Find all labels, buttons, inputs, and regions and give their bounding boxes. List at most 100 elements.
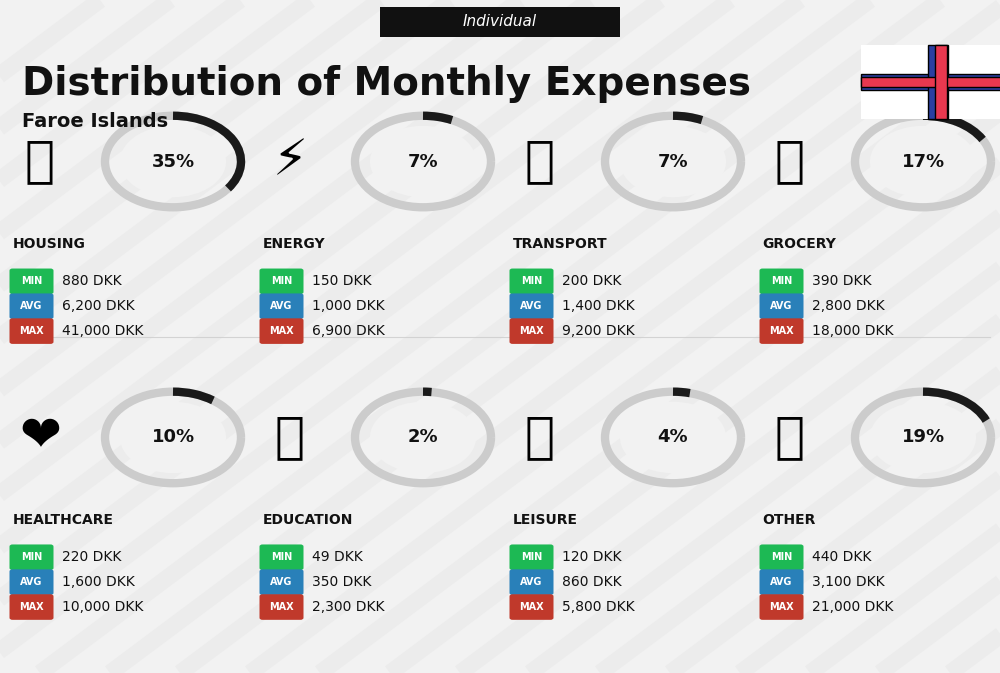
Text: 1,400 DKK: 1,400 DKK <box>562 299 635 313</box>
FancyBboxPatch shape <box>260 318 304 344</box>
Text: TRANSPORT: TRANSPORT <box>512 238 607 251</box>
Text: 440 DKK: 440 DKK <box>812 551 872 564</box>
FancyBboxPatch shape <box>509 569 554 595</box>
Text: 5,800 DKK: 5,800 DKK <box>562 600 635 614</box>
Text: 200 DKK: 200 DKK <box>562 275 622 288</box>
Text: AVG: AVG <box>770 302 793 311</box>
Text: MAX: MAX <box>269 326 294 336</box>
Text: HEALTHCARE: HEALTHCARE <box>12 513 114 527</box>
Circle shape <box>120 402 226 473</box>
Text: 10,000 DKK: 10,000 DKK <box>62 600 144 614</box>
Text: MAX: MAX <box>769 326 794 336</box>
FancyBboxPatch shape <box>9 269 53 294</box>
FancyBboxPatch shape <box>861 74 1000 90</box>
Text: MAX: MAX <box>519 602 544 612</box>
Text: 2%: 2% <box>408 429 438 446</box>
FancyBboxPatch shape <box>509 269 554 294</box>
Text: 2,300 DKK: 2,300 DKK <box>312 600 385 614</box>
FancyBboxPatch shape <box>9 594 53 620</box>
Text: 9,200 DKK: 9,200 DKK <box>562 324 635 338</box>
Circle shape <box>870 402 976 473</box>
Text: OTHER: OTHER <box>763 513 816 527</box>
Text: AVG: AVG <box>520 577 543 587</box>
Circle shape <box>370 126 476 197</box>
FancyBboxPatch shape <box>861 77 1000 87</box>
FancyBboxPatch shape <box>509 544 554 570</box>
Text: 🏘: 🏘 <box>25 137 55 186</box>
Text: 21,000 DKK: 21,000 DKK <box>812 600 894 614</box>
Text: MAX: MAX <box>269 602 294 612</box>
Text: MIN: MIN <box>21 277 42 286</box>
Text: GROCERY: GROCERY <box>763 238 836 251</box>
FancyBboxPatch shape <box>260 293 304 319</box>
Text: MIN: MIN <box>771 277 792 286</box>
Text: 7%: 7% <box>658 153 688 170</box>
FancyBboxPatch shape <box>509 293 554 319</box>
Text: AVG: AVG <box>20 577 43 587</box>
Text: ENERGY: ENERGY <box>262 238 325 251</box>
Text: 1,600 DKK: 1,600 DKK <box>62 575 135 589</box>
Text: EDUCATION: EDUCATION <box>262 513 353 527</box>
Text: AVG: AVG <box>270 577 293 587</box>
Circle shape <box>870 126 976 197</box>
Text: 350 DKK: 350 DKK <box>312 575 372 589</box>
Text: Faroe Islands: Faroe Islands <box>22 112 168 131</box>
FancyBboxPatch shape <box>260 544 304 570</box>
Text: MAX: MAX <box>19 602 44 612</box>
FancyBboxPatch shape <box>760 318 804 344</box>
FancyBboxPatch shape <box>861 45 1000 119</box>
Text: 860 DKK: 860 DKK <box>562 575 622 589</box>
Text: Individual: Individual <box>463 14 537 30</box>
Text: 10%: 10% <box>151 429 195 446</box>
Text: AVG: AVG <box>20 302 43 311</box>
Text: 390 DKK: 390 DKK <box>812 275 872 288</box>
Text: AVG: AVG <box>520 302 543 311</box>
Text: MIN: MIN <box>771 553 792 562</box>
Text: 🎓: 🎓 <box>275 413 305 462</box>
Text: 6,900 DKK: 6,900 DKK <box>312 324 385 338</box>
FancyBboxPatch shape <box>9 293 53 319</box>
Text: LEISURE: LEISURE <box>512 513 578 527</box>
Text: MAX: MAX <box>19 326 44 336</box>
FancyBboxPatch shape <box>935 45 947 119</box>
FancyBboxPatch shape <box>380 7 620 37</box>
FancyBboxPatch shape <box>928 45 948 119</box>
Text: MIN: MIN <box>521 277 542 286</box>
Text: 🛒: 🛒 <box>775 137 805 186</box>
Text: 🛍: 🛍 <box>525 413 555 462</box>
FancyBboxPatch shape <box>260 269 304 294</box>
Text: 1,000 DKK: 1,000 DKK <box>312 299 385 313</box>
FancyBboxPatch shape <box>9 544 53 570</box>
FancyBboxPatch shape <box>9 569 53 595</box>
Text: AVG: AVG <box>770 577 793 587</box>
Text: 150 DKK: 150 DKK <box>312 275 372 288</box>
Text: 👜: 👜 <box>775 413 805 462</box>
Text: 19%: 19% <box>901 429 945 446</box>
FancyBboxPatch shape <box>760 594 804 620</box>
Text: 880 DKK: 880 DKK <box>62 275 122 288</box>
Text: 🚌: 🚌 <box>525 137 555 186</box>
Text: 2,800 DKK: 2,800 DKK <box>812 299 885 313</box>
Text: MIN: MIN <box>271 553 292 562</box>
Circle shape <box>120 126 226 197</box>
Circle shape <box>370 402 476 473</box>
Text: MAX: MAX <box>519 326 544 336</box>
FancyBboxPatch shape <box>760 544 804 570</box>
Text: 3,100 DKK: 3,100 DKK <box>812 575 885 589</box>
Text: ⚡: ⚡ <box>272 137 308 186</box>
Text: ❤: ❤ <box>19 413 61 462</box>
Text: Distribution of Monthly Expenses: Distribution of Monthly Expenses <box>22 65 751 103</box>
Text: MIN: MIN <box>271 277 292 286</box>
Text: 6,200 DKK: 6,200 DKK <box>62 299 135 313</box>
Text: 49 DKK: 49 DKK <box>312 551 363 564</box>
Text: 35%: 35% <box>151 153 195 170</box>
FancyBboxPatch shape <box>509 594 554 620</box>
FancyBboxPatch shape <box>9 318 53 344</box>
Text: AVG: AVG <box>270 302 293 311</box>
Text: MIN: MIN <box>521 553 542 562</box>
FancyBboxPatch shape <box>760 293 804 319</box>
FancyBboxPatch shape <box>760 269 804 294</box>
Text: 7%: 7% <box>408 153 438 170</box>
Text: 220 DKK: 220 DKK <box>62 551 122 564</box>
Text: 120 DKK: 120 DKK <box>562 551 622 564</box>
